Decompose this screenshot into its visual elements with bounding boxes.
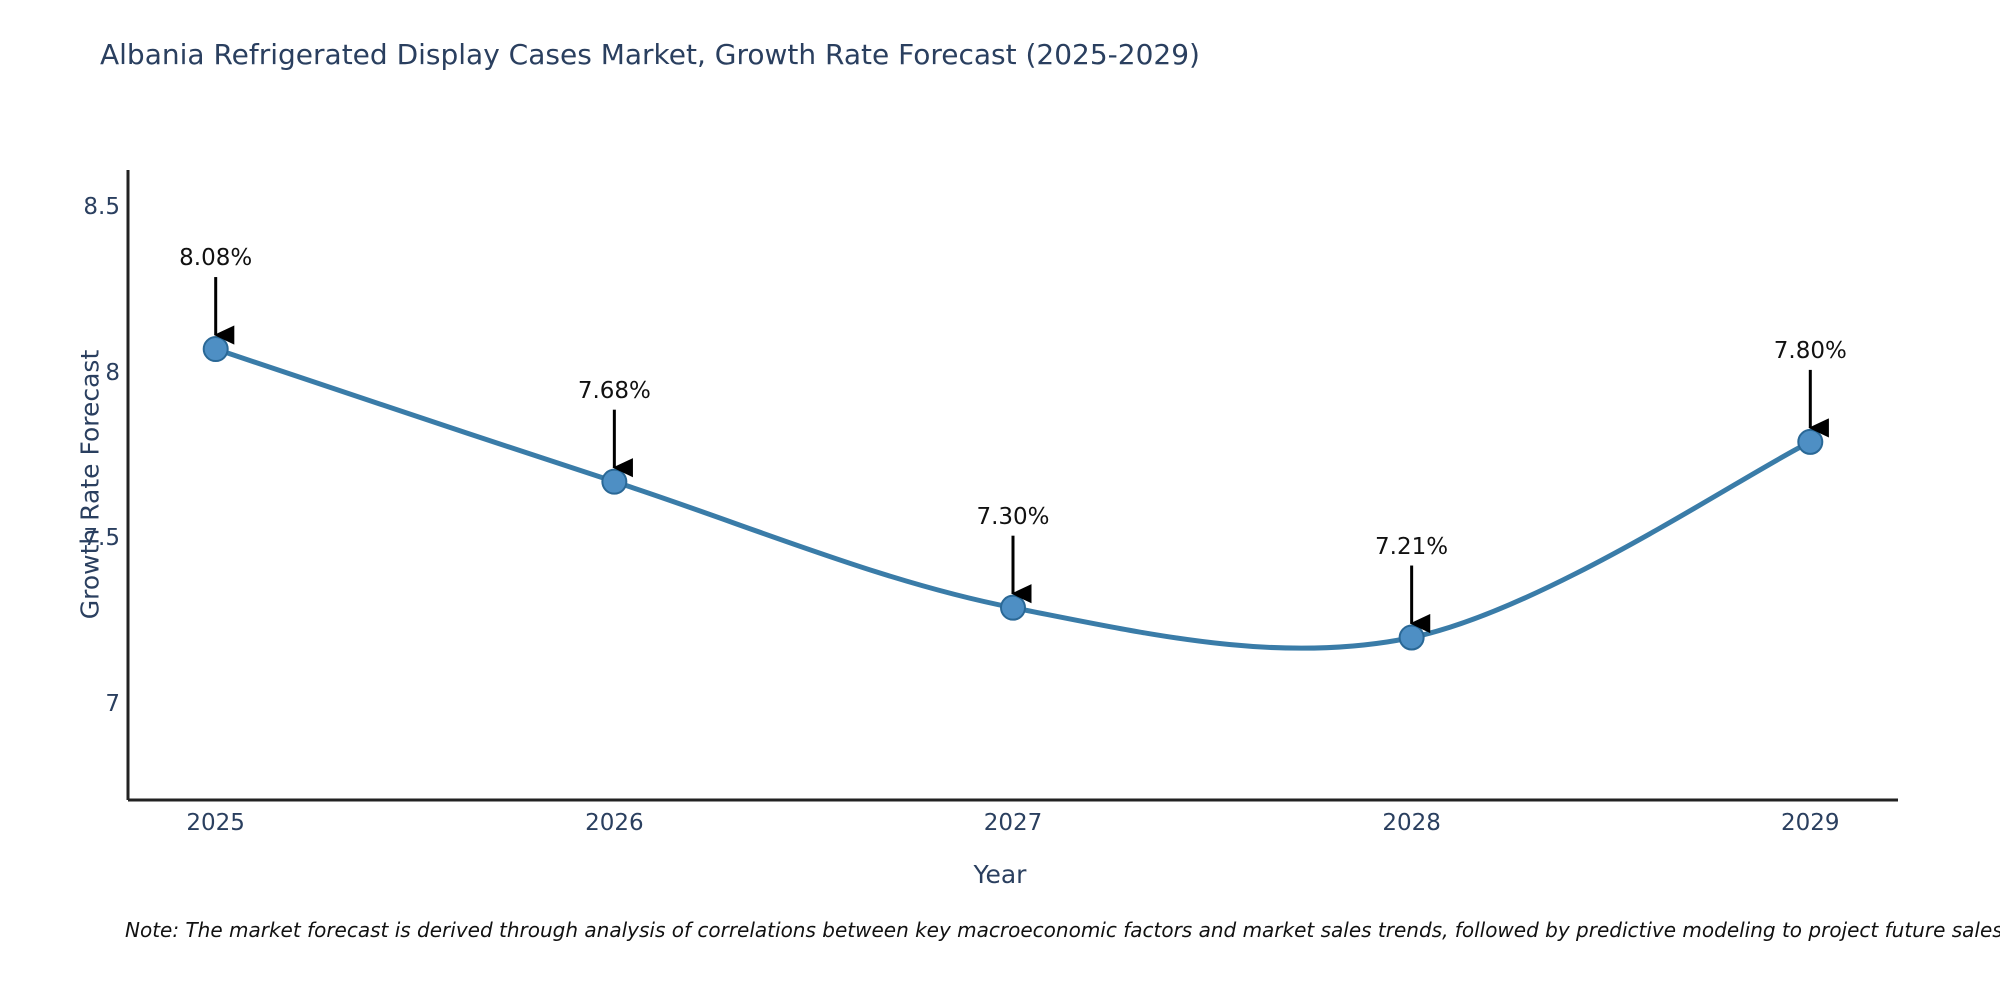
y-tick-label: 7 [105,691,120,718]
data-point-marker[interactable] [601,468,628,495]
x-tick-label-2025: 2025 [186,810,245,836]
annotation-arrows-group [213,277,1829,634]
data-point-marker[interactable] [202,336,229,363]
x-tick-label-2028: 2028 [1382,810,1441,836]
y-tick-label: 8 [105,359,120,386]
chart-title: Albania Refrigerated Display Cases Marke… [100,38,1200,71]
x-tick-label-2029: 2029 [1781,810,1840,836]
data-label-2026: 7.68% [577,377,651,404]
y-tick-label: 7.5 [83,525,120,552]
y-tick-label: 8.5 [83,193,120,220]
data-markers-group [202,336,1824,651]
x-axis-title: Year [973,860,1027,889]
data-label-2025: 8.08% [179,245,253,272]
x-tick-label-2027: 2027 [983,810,1043,836]
footnote-note: Note: The market forecast is derived thr… [125,918,2000,942]
data-point-marker[interactable] [1398,624,1425,651]
data-label-2029: 7.80% [1773,337,1847,364]
data-label-2027: 7.30% [976,503,1050,530]
data-point-marker[interactable] [1797,428,1824,455]
data-point-marker[interactable] [1000,594,1026,621]
x-tick-label-2026: 2026 [585,810,644,836]
data-label-2028: 7.21% [1375,533,1449,560]
